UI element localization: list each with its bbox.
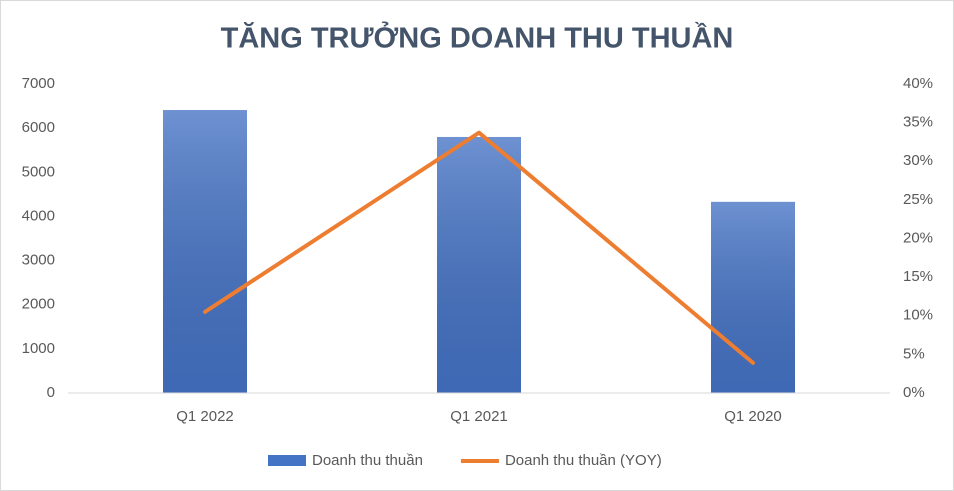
y2-tick-label: 40% bbox=[903, 75, 933, 92]
legend-label: Doanh thu thuần (YOY) bbox=[505, 452, 662, 469]
y2-tick-label: 10% bbox=[903, 307, 933, 324]
bar-shade bbox=[437, 136, 521, 393]
x-tick-label: Q1 2021 bbox=[450, 408, 508, 425]
y2-tick-label: 30% bbox=[903, 152, 933, 169]
y2-tick-label: 15% bbox=[903, 268, 933, 285]
bar-shade bbox=[163, 110, 247, 394]
y2-tick-label: 25% bbox=[903, 191, 933, 208]
y-tick-label: 6000 bbox=[22, 119, 55, 136]
line bbox=[203, 130, 755, 365]
y2-tick-label: 5% bbox=[903, 345, 925, 362]
x-tick-label: Q1 2020 bbox=[724, 408, 782, 425]
y2-tick-label: 35% bbox=[903, 114, 933, 131]
legend-swatch bbox=[268, 455, 306, 466]
y2-tick-label: 20% bbox=[903, 229, 933, 246]
y-tick-label: 4000 bbox=[22, 207, 55, 224]
y-tick-label: 3000 bbox=[22, 252, 55, 269]
chart-title: TĂNG TRƯỞNG DOANH THU THUẦN bbox=[221, 21, 734, 55]
y2-tick-label: 0% bbox=[903, 384, 925, 401]
y-tick-label: 2000 bbox=[22, 296, 55, 313]
y-tick-label: 0 bbox=[47, 384, 55, 401]
legend-label: Doanh thu thuần bbox=[312, 452, 423, 469]
y-tick-label: 7000 bbox=[22, 75, 55, 92]
x-tick-label: Q1 2022 bbox=[176, 408, 234, 425]
y-tick-label: 1000 bbox=[22, 340, 55, 357]
y-tick-label: 5000 bbox=[22, 163, 55, 180]
